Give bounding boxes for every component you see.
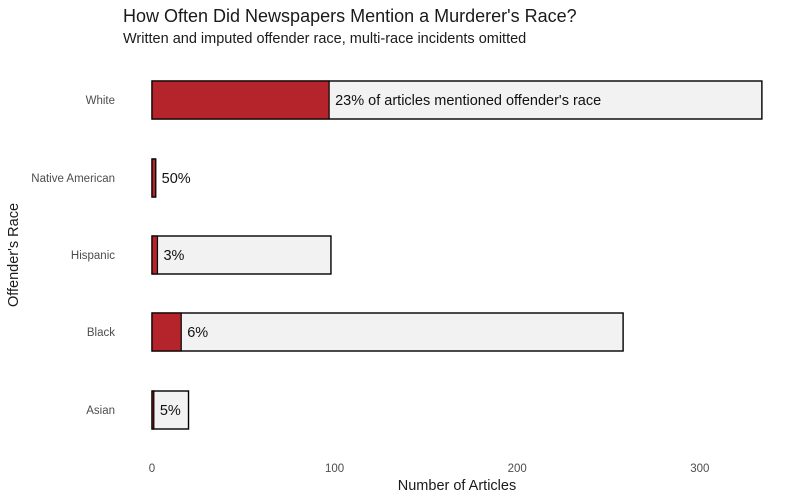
data-label-hispanic: 3% [163, 248, 184, 264]
data-label-native-american: 50% [162, 171, 191, 187]
x-tick-label-0: 0 [149, 463, 155, 475]
bar-mentioned-hispanic [151, 235, 159, 275]
x-tick-label-200: 200 [508, 463, 527, 475]
y-axis-title: Offender's Race [6, 203, 22, 307]
bar-mentioned-black [151, 312, 182, 352]
bar-mentioned-white [151, 80, 330, 120]
bar-total-hispanic [151, 235, 332, 275]
bars-layer [151, 80, 763, 430]
data-label-white: 23% of articles mentioned offender's rac… [335, 93, 601, 109]
labels-layer: Asian 5% Black 6% Hispanic 3% Native American 5… [31, 93, 601, 419]
bar-mentioned-native-american [151, 158, 157, 198]
x-axis-ticks: 0 100 200 300 [149, 463, 710, 475]
bar-total-asian [151, 390, 190, 430]
category-label-asian: Asian [86, 405, 115, 417]
data-label-asian: 5% [160, 403, 181, 419]
category-label-white: White [86, 95, 115, 107]
category-label-hispanic: Hispanic [71, 250, 115, 262]
category-label-black: Black [87, 327, 115, 339]
chart-title: How Often Did Newspapers Mention a Murde… [123, 6, 577, 26]
category-label-native-american: Native American [31, 173, 115, 185]
x-axis-title: Number of Articles [398, 478, 516, 494]
x-tick-label-100: 100 [325, 463, 344, 475]
data-label-black: 6% [187, 325, 208, 341]
x-tick-label-300: 300 [690, 463, 709, 475]
chart-subtitle: Written and imputed offender race, multi… [123, 31, 527, 47]
bar-total-black [151, 312, 624, 352]
bar-mentioned-asian [151, 390, 155, 430]
